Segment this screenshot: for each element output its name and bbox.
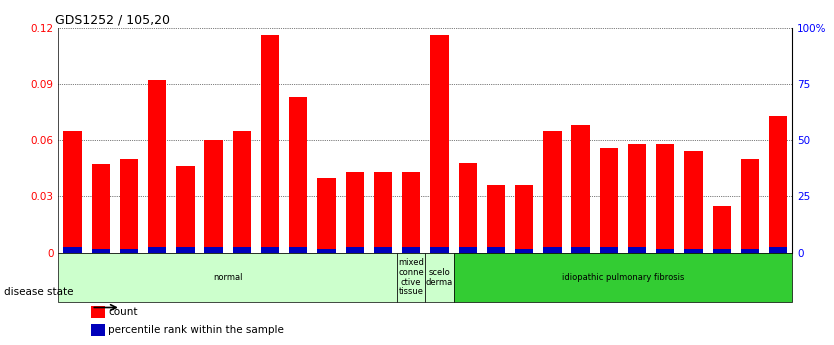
Bar	[600, 247, 618, 253]
Text: scelo
derma: scelo derma	[426, 268, 453, 287]
Bar	[233, 247, 251, 253]
Bar	[374, 247, 392, 253]
Bar	[204, 140, 223, 253]
Bar	[397, 253, 425, 302]
Bar	[318, 249, 336, 253]
Bar	[628, 144, 646, 253]
Bar	[769, 247, 787, 253]
Bar	[487, 185, 505, 253]
Bar	[600, 148, 618, 253]
Text: idiopathic pulmonary fibrosis: idiopathic pulmonary fibrosis	[562, 273, 684, 282]
Text: GDS1252 / 105,20: GDS1252 / 105,20	[55, 13, 169, 27]
Bar	[289, 247, 308, 253]
Bar	[430, 247, 449, 253]
Bar	[515, 249, 533, 253]
Bar	[402, 172, 420, 253]
Bar	[425, 253, 454, 302]
Bar	[656, 249, 675, 253]
Bar	[318, 178, 336, 253]
Bar	[402, 247, 420, 253]
Bar	[712, 249, 731, 253]
Bar	[92, 165, 110, 253]
Bar	[628, 247, 646, 253]
Bar	[543, 131, 561, 253]
Bar	[430, 35, 449, 253]
Text: percentile rank within the sample: percentile rank within the sample	[108, 325, 284, 335]
Bar	[487, 247, 505, 253]
Bar	[374, 172, 392, 253]
Bar	[345, 247, 364, 253]
Bar	[741, 159, 759, 253]
Bar	[58, 253, 397, 302]
Bar	[459, 162, 477, 253]
Bar	[769, 116, 787, 253]
Text: count: count	[108, 307, 138, 317]
Bar	[571, 247, 590, 253]
Bar	[176, 166, 194, 253]
Bar	[204, 247, 223, 253]
Bar	[543, 247, 561, 253]
Bar	[712, 206, 731, 253]
Bar	[63, 247, 82, 253]
Bar	[148, 247, 166, 253]
Text: disease state: disease state	[4, 287, 73, 296]
Bar	[571, 125, 590, 253]
Bar	[685, 249, 703, 253]
Bar	[63, 131, 82, 253]
Bar	[261, 247, 279, 253]
Bar	[120, 249, 138, 253]
Bar	[345, 172, 364, 253]
Text: mixed
conne
ctive
tissue: mixed conne ctive tissue	[399, 258, 425, 296]
Text: normal: normal	[213, 273, 243, 282]
Bar	[741, 249, 759, 253]
Bar	[120, 159, 138, 253]
Bar	[176, 247, 194, 253]
Bar	[92, 324, 104, 336]
Bar	[685, 151, 703, 253]
Bar	[92, 306, 104, 318]
Bar	[515, 185, 533, 253]
Bar	[656, 144, 675, 253]
Bar	[261, 35, 279, 253]
Bar	[454, 253, 792, 302]
Bar	[233, 131, 251, 253]
Bar	[459, 247, 477, 253]
Bar	[148, 80, 166, 253]
Bar	[289, 97, 308, 253]
Bar	[92, 249, 110, 253]
